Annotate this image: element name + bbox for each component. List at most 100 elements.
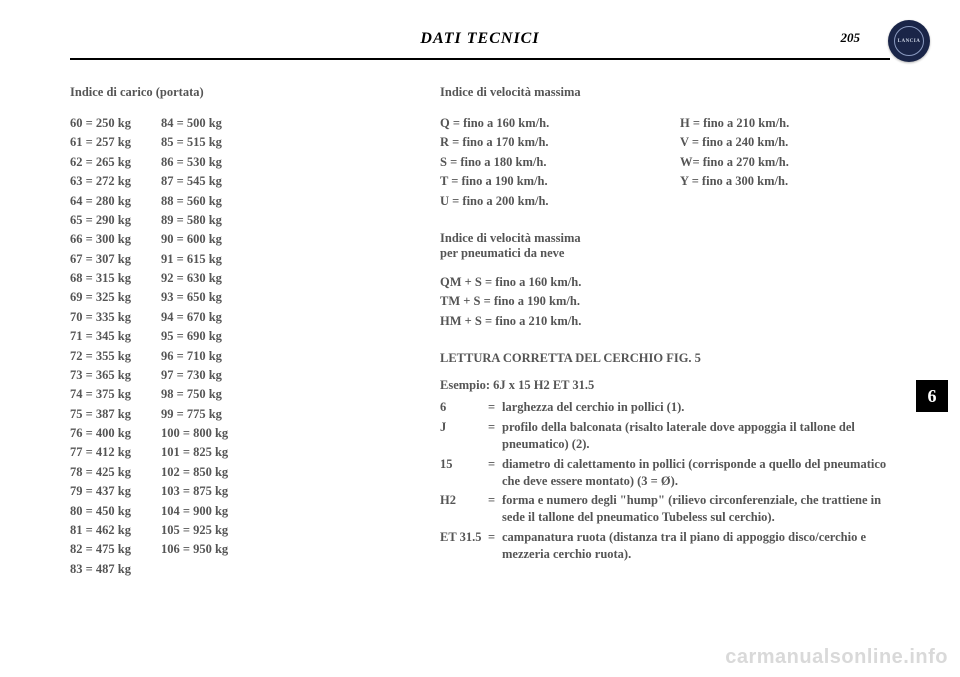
load-index-row: 93 = 650 kg bbox=[161, 288, 228, 307]
watermark: carmanualsonline.info bbox=[725, 646, 948, 669]
speed-index-left: Q = fino a 160 km/h.R = fino a 170 km/h.… bbox=[440, 114, 650, 211]
load-index-row: 94 = 670 kg bbox=[161, 308, 228, 327]
load-index-row: 91 = 615 kg bbox=[161, 250, 228, 269]
snow-index-item: QM + S = fino a 160 km/h. bbox=[440, 273, 890, 292]
speed-index-item: R = fino a 170 km/h. bbox=[440, 133, 650, 152]
speed-index-title: Indice di velocità massima bbox=[440, 85, 890, 100]
load-index-row: 105 = 925 kg bbox=[161, 521, 228, 540]
load-index-row: 73 = 365 kg bbox=[70, 366, 131, 385]
rim-def-eq: = bbox=[488, 399, 502, 416]
header-title: DATI TECNICI bbox=[70, 30, 890, 48]
load-index-row: 81 = 462 kg bbox=[70, 521, 131, 540]
load-index-row: 74 = 375 kg bbox=[70, 385, 131, 404]
rim-def-key: H2 bbox=[440, 492, 488, 526]
load-index-row: 96 = 710 kg bbox=[161, 347, 228, 366]
snow-index-title: Indice di velocità massima per pneumatic… bbox=[440, 231, 890, 261]
rim-def-eq: = bbox=[488, 456, 502, 490]
load-index-row: 106 = 950 kg bbox=[161, 540, 228, 559]
load-index-row: 100 = 800 kg bbox=[161, 424, 228, 443]
rim-def-row: 15=diametro di calettamento in pollici (… bbox=[440, 456, 890, 490]
rim-def-row: H2=forma e numero degli "hump" (rilievo … bbox=[440, 492, 890, 526]
load-index-row: 95 = 690 kg bbox=[161, 327, 228, 346]
load-index-row: 62 = 265 kg bbox=[70, 153, 131, 172]
load-index-row: 104 = 900 kg bbox=[161, 502, 228, 521]
load-index-row: 71 = 345 kg bbox=[70, 327, 131, 346]
load-index-row: 103 = 875 kg bbox=[161, 482, 228, 501]
load-index-row: 102 = 850 kg bbox=[161, 463, 228, 482]
load-index-row: 83 = 487 kg bbox=[70, 560, 131, 579]
brand-logo-text: LANCIA bbox=[898, 39, 921, 44]
rim-def-value: profilo della balconata (risalto lateral… bbox=[502, 419, 890, 453]
rim-def-key: ET 31.5 bbox=[440, 529, 488, 563]
load-index-row: 65 = 290 kg bbox=[70, 211, 131, 230]
load-index-row: 69 = 325 kg bbox=[70, 288, 131, 307]
snow-title-line1: Indice di velocità massima bbox=[440, 231, 890, 246]
load-index-row: 70 = 335 kg bbox=[70, 308, 131, 327]
rim-def-value: diametro di calettamento in pollici (cor… bbox=[502, 456, 890, 490]
load-index-row: 68 = 315 kg bbox=[70, 269, 131, 288]
rim-reading-title: LETTURA CORRETTA DEL CERCHIO fig. 5 bbox=[440, 351, 890, 366]
rim-def-eq: = bbox=[488, 419, 502, 453]
load-index-row: 79 = 437 kg bbox=[70, 482, 131, 501]
manual-page: DATI TECNICI 205 LANCIA Indice di carico… bbox=[0, 0, 960, 677]
speed-index-item: U = fino a 200 km/h. bbox=[440, 192, 650, 211]
load-index-row: 99 = 775 kg bbox=[161, 405, 228, 424]
speed-index-item: V = fino a 240 km/h. bbox=[680, 133, 890, 152]
snow-index-item: TM + S = fino a 190 km/h. bbox=[440, 292, 890, 311]
load-index-row: 87 = 545 kg bbox=[161, 172, 228, 191]
load-index-row: 61 = 257 kg bbox=[70, 133, 131, 152]
load-index-row: 90 = 600 kg bbox=[161, 230, 228, 249]
rim-def-eq: = bbox=[488, 492, 502, 526]
speed-index-grid: Q = fino a 160 km/h.R = fino a 170 km/h.… bbox=[440, 114, 890, 211]
brand-logo-ring: LANCIA bbox=[894, 26, 924, 56]
load-index-row: 82 = 475 kg bbox=[70, 540, 131, 559]
load-index-row: 77 = 412 kg bbox=[70, 443, 131, 462]
load-index-row: 78 = 425 kg bbox=[70, 463, 131, 482]
rim-def-eq: = bbox=[488, 529, 502, 563]
rim-def-row: 6=larghezza del cerchio in pollici (1). bbox=[440, 399, 890, 416]
load-index-row: 67 = 307 kg bbox=[70, 250, 131, 269]
speed-index-item: S = fino a 180 km/h. bbox=[440, 153, 650, 172]
content: Indice di carico (portata) 60 = 250 kg61… bbox=[70, 85, 890, 579]
snow-title-line2: per pneumatici da neve bbox=[440, 246, 890, 261]
rim-def-row: ET 31.5=campanatura ruota (distanza tra … bbox=[440, 529, 890, 563]
right-column: Indice di velocità massima Q = fino a 16… bbox=[440, 85, 890, 579]
load-index-row: 92 = 630 kg bbox=[161, 269, 228, 288]
rim-def-key: 6 bbox=[440, 399, 488, 416]
speed-index-right: H = fino a 210 km/h.V = fino a 240 km/h.… bbox=[680, 114, 890, 211]
load-index-table: 60 = 250 kg61 = 257 kg62 = 265 kg63 = 27… bbox=[70, 114, 370, 579]
load-index-row: 86 = 530 kg bbox=[161, 153, 228, 172]
load-index-row: 63 = 272 kg bbox=[70, 172, 131, 191]
rim-example: Esempio: 6J x 15 H2 ET 31.5 bbox=[440, 378, 890, 393]
load-index-row: 101 = 825 kg bbox=[161, 443, 228, 462]
load-index-section: Indice di carico (portata) 60 = 250 kg61… bbox=[70, 85, 370, 579]
rim-def-key: 15 bbox=[440, 456, 488, 490]
rim-def-value: forma e numero degli "hump" (rilievo cir… bbox=[502, 492, 890, 526]
rim-def-value: campanatura ruota (distanza tra il piano… bbox=[502, 529, 890, 563]
page-header: DATI TECNICI 205 LANCIA bbox=[70, 30, 890, 48]
load-index-row: 98 = 750 kg bbox=[161, 385, 228, 404]
load-index-row: 85 = 515 kg bbox=[161, 133, 228, 152]
load-index-row: 75 = 387 kg bbox=[70, 405, 131, 424]
load-index-row: 66 = 300 kg bbox=[70, 230, 131, 249]
load-index-title: Indice di carico (portata) bbox=[70, 85, 370, 100]
load-index-row: 84 = 500 kg bbox=[161, 114, 228, 133]
page-number: 205 bbox=[841, 30, 861, 46]
load-index-row: 80 = 450 kg bbox=[70, 502, 131, 521]
rim-def-key: J bbox=[440, 419, 488, 453]
speed-index-item: Q = fino a 160 km/h. bbox=[440, 114, 650, 133]
speed-index-item: T = fino a 190 km/h. bbox=[440, 172, 650, 191]
speed-index-item: Y = fino a 300 km/h. bbox=[680, 172, 890, 191]
rim-definitions: 6=larghezza del cerchio in pollici (1).J… bbox=[440, 399, 890, 563]
load-index-row: 72 = 355 kg bbox=[70, 347, 131, 366]
brand-logo: LANCIA bbox=[888, 20, 930, 62]
load-index-row: 97 = 730 kg bbox=[161, 366, 228, 385]
section-tab: 6 bbox=[916, 380, 948, 412]
load-index-col1: 60 = 250 kg61 = 257 kg62 = 265 kg63 = 27… bbox=[70, 114, 131, 579]
snow-index-list: QM + S = fino a 160 km/h.TM + S = fino a… bbox=[440, 273, 890, 331]
load-index-row: 89 = 580 kg bbox=[161, 211, 228, 230]
load-index-row: 60 = 250 kg bbox=[70, 114, 131, 133]
rim-def-value: larghezza del cerchio in pollici (1). bbox=[502, 399, 890, 416]
header-divider bbox=[70, 58, 890, 60]
load-index-row: 64 = 280 kg bbox=[70, 192, 131, 211]
